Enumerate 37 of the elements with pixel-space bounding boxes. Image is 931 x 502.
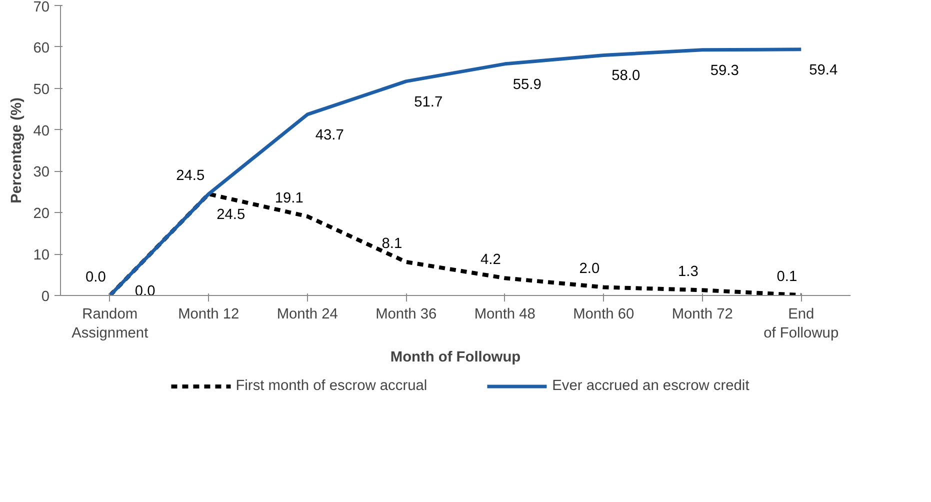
y-tick-label: 20 xyxy=(33,206,50,222)
y-tick-label: 50 xyxy=(33,82,50,98)
data-label: 43.7 xyxy=(315,127,344,144)
data-label: 59.4 xyxy=(809,62,838,78)
x-tick-label: Month 36 xyxy=(376,306,437,322)
x-tick-label: Random Assignment xyxy=(72,306,148,342)
x-tick-label: Month 60 xyxy=(573,306,634,322)
y-tick-label: 60 xyxy=(33,40,50,56)
legend-label: Ever accrued an escrow credit xyxy=(552,378,750,394)
x-tick-label: Month 12 xyxy=(178,306,240,322)
y-tick-label: 40 xyxy=(33,123,50,140)
data-label: 4.2 xyxy=(480,252,501,268)
x-tick-label: Month 24 xyxy=(276,306,338,322)
y-tick-label: 30 xyxy=(33,164,50,181)
data-label: 1.3 xyxy=(678,264,698,280)
x-axis-title: Month of Followup xyxy=(390,350,521,366)
data-label: 19.1 xyxy=(274,190,304,206)
x-tick-label: End of Followup xyxy=(764,306,839,342)
data-label: 55.9 xyxy=(512,76,542,93)
line-series xyxy=(108,48,803,296)
data-label: 0.1 xyxy=(776,269,798,286)
line-series xyxy=(108,192,804,296)
y-axis-title: Percentage (%) xyxy=(9,97,26,204)
data-label: 51.7 xyxy=(414,94,443,110)
x-tick-label: Month 48 xyxy=(474,306,536,322)
x-tick-label: Month 72 xyxy=(672,306,733,322)
y-tick-label: 70 xyxy=(33,0,50,16)
data-label: 24.5 xyxy=(176,168,205,184)
y-tick-label: 10 xyxy=(33,248,50,264)
data-label: 2.0 xyxy=(579,261,600,278)
data-label: 59.3 xyxy=(710,62,739,79)
data-label: 0.0 xyxy=(86,270,106,286)
data-label: 58.0 xyxy=(612,68,640,84)
y-tick-label: 0 xyxy=(41,289,50,305)
data-label: 24.5 xyxy=(216,207,246,223)
data-label: 8.1 xyxy=(382,236,402,252)
legend-label: First month of escrow accrual xyxy=(236,378,428,394)
